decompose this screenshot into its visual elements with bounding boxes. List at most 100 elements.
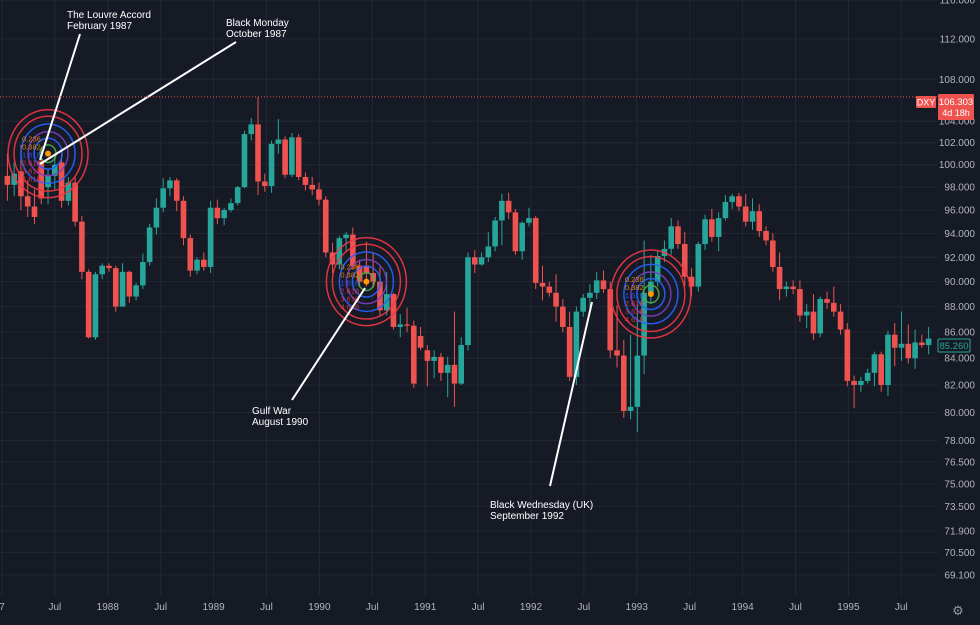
candle-body	[133, 285, 139, 297]
candle-body	[817, 299, 824, 334]
candle-body	[336, 238, 343, 265]
candle-body	[681, 244, 688, 277]
x-tick-label: Jul	[578, 602, 591, 613]
fib-level-label: 0.236	[625, 275, 644, 284]
fib-circle	[636, 277, 666, 311]
fib-level-label: 4.618	[22, 175, 41, 184]
candle-body	[715, 218, 722, 237]
fib-circle	[331, 243, 402, 320]
candle-body	[438, 356, 444, 373]
candle-body	[38, 161, 45, 199]
candle-body	[234, 187, 241, 204]
candle-body	[268, 143, 275, 187]
y-tick-label: 102.000	[939, 138, 976, 149]
candle-body	[465, 257, 471, 346]
candle-body	[729, 196, 735, 202]
x-tick-label: 1989	[202, 602, 225, 613]
candle-body	[885, 334, 891, 385]
annotation-text: September 1992	[490, 511, 564, 522]
annotation-text: Black Monday	[226, 18, 289, 29]
y-tick-label: 69.100	[944, 570, 975, 581]
candle-body	[295, 137, 302, 177]
y-tick-label: 71.900	[944, 526, 975, 537]
candle-body	[837, 311, 844, 330]
secondary-price-tag	[937, 338, 971, 353]
candle-body	[302, 176, 309, 185]
fib-level-label: 0.382	[625, 283, 644, 292]
candle-body	[52, 164, 58, 176]
gear-icon[interactable]: ⚙	[952, 604, 964, 619]
fib-center	[363, 278, 370, 285]
y-tick-label: 70.500	[944, 548, 975, 559]
fib-circle	[20, 123, 76, 185]
candle-body	[45, 175, 51, 188]
candle-body	[187, 238, 194, 271]
candle-body	[356, 265, 363, 282]
candle-body	[275, 139, 282, 144]
x-tick-label: Jul	[260, 602, 273, 613]
candle-body	[851, 380, 857, 385]
fib-level-label: 0.382	[340, 271, 359, 280]
x-tick-label: 7	[0, 602, 5, 613]
candle-body	[519, 222, 525, 252]
candle-body	[160, 188, 166, 208]
candle-body	[709, 219, 715, 237]
candle-body	[201, 259, 207, 267]
y-tick-label: 92.000	[944, 253, 975, 264]
candle-body	[322, 199, 329, 253]
candle-body	[546, 286, 553, 293]
candle-body	[126, 271, 133, 297]
annotation-pointer	[39, 41, 237, 165]
candle-body	[99, 265, 106, 275]
candle-body	[404, 324, 410, 326]
bar-countdown: 4d 18h	[942, 108, 970, 118]
candle-body	[417, 335, 424, 348]
candle-body	[153, 207, 160, 228]
y-tick-label: 88.000	[944, 302, 975, 313]
candle-body	[58, 162, 65, 201]
candle-body	[79, 221, 85, 272]
candle-body	[858, 380, 864, 385]
candle-body	[675, 226, 681, 245]
price-axis[interactable]: 116.000 112.000 108.000 104.000 102.000 100.0…	[939, 0, 976, 581]
fib-circle	[642, 284, 660, 304]
candle-body	[140, 262, 146, 286]
candle-body	[214, 207, 221, 219]
fib-level-label: 0.236	[340, 263, 359, 272]
candle-body	[444, 364, 451, 373]
candle-body	[905, 343, 912, 359]
fib-level-label: 2.618	[340, 287, 359, 296]
candle-body	[607, 289, 614, 351]
y-tick-label: 75.000	[944, 479, 975, 490]
candle-body	[255, 124, 261, 182]
x-tick-label: 1990	[308, 602, 331, 613]
x-tick-label: 1994	[731, 602, 754, 613]
candle-body	[411, 325, 417, 384]
y-tick-label: 76.500	[944, 458, 975, 469]
fib-circle	[325, 236, 408, 327]
last-price-tag	[938, 94, 974, 120]
x-tick-label: Jul	[895, 602, 908, 613]
annotation-text: Gulf War	[252, 406, 292, 417]
candle-body	[898, 343, 905, 348]
y-tick-label: 73.500	[944, 502, 975, 513]
candle-body	[106, 265, 112, 269]
candle-body	[316, 189, 322, 200]
candle-body	[512, 212, 519, 252]
candle-body	[776, 266, 783, 290]
y-tick-label: 108.000	[939, 75, 976, 86]
candle-body	[702, 219, 708, 245]
candle-body	[620, 355, 627, 411]
candle-body	[695, 244, 702, 287]
fib-center	[45, 150, 52, 157]
time-axis[interactable]: 7 Jul 1988 Jul 1989 Jul 1990 Jul 1991 Jul 1992 Jul 1…	[0, 602, 908, 613]
candle-body	[289, 137, 295, 175]
candle-body	[4, 175, 11, 185]
candle-body	[261, 181, 268, 187]
candle-body	[573, 311, 580, 377]
candle-body	[919, 342, 925, 346]
candle-body	[451, 364, 458, 384]
y-tick-label: 86.000	[944, 328, 975, 339]
